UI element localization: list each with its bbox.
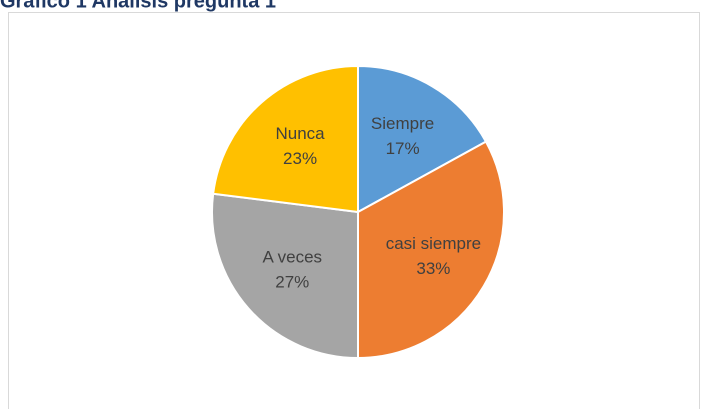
slice-value-label: 33% — [416, 259, 450, 278]
slice-value-label: 27% — [275, 272, 309, 291]
chart-title: Gráfico 1 Análisis pregunta 1 — [0, 0, 276, 12]
pie-slice — [212, 64, 359, 214]
pie-slice — [357, 64, 488, 214]
pie-slice — [211, 192, 359, 360]
slice-value-label: 17% — [386, 139, 420, 158]
slice-label: Siempre — [371, 114, 434, 133]
pie-slice — [357, 140, 505, 360]
slice-label: A veces — [263, 247, 323, 266]
slice-label: casi siempre — [386, 234, 481, 253]
slice-value-label: 23% — [283, 149, 317, 168]
slice-label: Nunca — [275, 124, 325, 143]
